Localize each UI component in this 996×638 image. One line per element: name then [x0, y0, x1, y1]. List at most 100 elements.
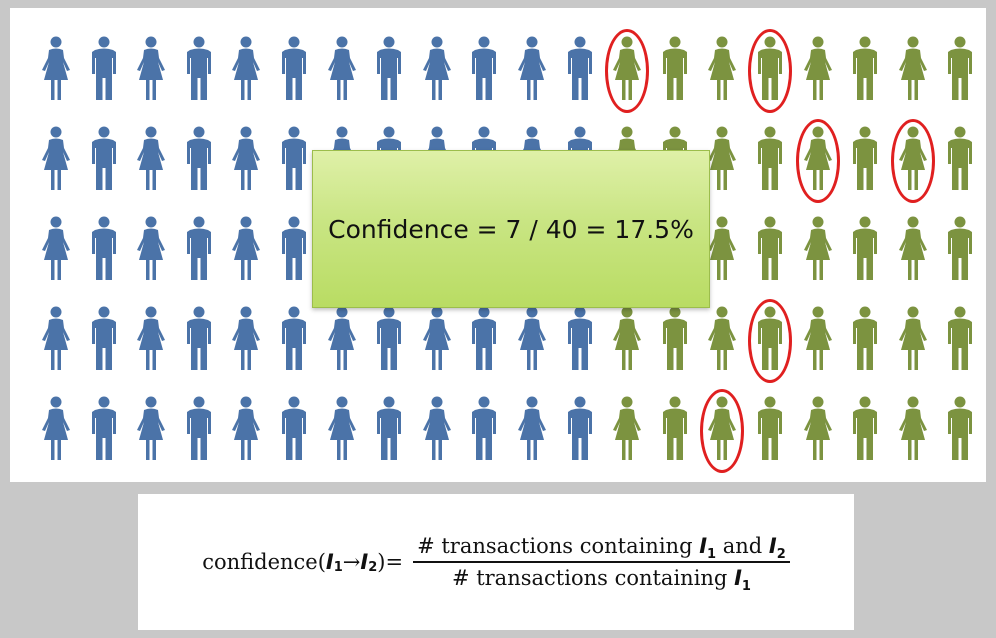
- male-person-icon: [848, 216, 882, 288]
- female-person-icon: [420, 36, 454, 108]
- female-person-icon: [325, 36, 359, 108]
- highlight-ring: [700, 389, 745, 473]
- male-person-icon: [277, 396, 311, 468]
- female-person-icon: [39, 36, 73, 108]
- female-person-icon: [801, 306, 835, 378]
- formula-fraction-bar: [413, 561, 790, 563]
- formula-num-var1: I: [699, 534, 708, 559]
- male-person-icon: [277, 126, 311, 198]
- highlight-ring: [605, 29, 650, 113]
- male-person-icon: [87, 396, 121, 468]
- male-person-icon: [943, 36, 977, 108]
- male-person-icon: [277, 306, 311, 378]
- male-person-icon: [943, 216, 977, 288]
- female-person-icon: [39, 216, 73, 288]
- male-person-icon: [658, 36, 692, 108]
- formula-lhs-var1: I: [325, 550, 334, 574]
- highlight-ring: [748, 299, 792, 383]
- formula-den-var: I: [734, 565, 742, 590]
- formula-panel: confidence(I 1 → I 2) = # transactions con…: [138, 494, 854, 630]
- female-person-icon: [420, 306, 454, 378]
- female-person-icon: [896, 36, 930, 108]
- male-person-icon: [182, 126, 216, 198]
- female-person-icon: [801, 216, 835, 288]
- formula-lhs-name: confidence(: [202, 550, 326, 574]
- female-person-icon: [515, 306, 549, 378]
- male-person-icon: [182, 216, 216, 288]
- female-person-icon: [134, 36, 168, 108]
- formula-num-text: # transactions containing: [417, 534, 700, 559]
- female-person-icon: [610, 306, 644, 378]
- female-person-icon: [896, 216, 930, 288]
- confidence-callout-text: Confidence = 7 / 40 = 17.5%: [328, 214, 694, 244]
- female-person-icon: [39, 306, 73, 378]
- male-person-icon: [372, 396, 406, 468]
- confidence-callout: Confidence = 7 / 40 = 17.5%: [312, 150, 710, 308]
- female-person-icon: [134, 396, 168, 468]
- confidence-formula: confidence(I 1 → I 2) = # transactions con…: [202, 534, 790, 594]
- female-person-icon: [705, 306, 739, 378]
- formula-fraction: # transactions containing I1 and I2 # tr…: [413, 534, 790, 594]
- female-person-icon: [420, 396, 454, 468]
- formula-num-and: and: [716, 534, 769, 559]
- female-person-icon: [515, 36, 549, 108]
- female-person-icon: [610, 396, 644, 468]
- female-person-icon: [325, 396, 359, 468]
- female-person-icon: [705, 126, 739, 198]
- male-person-icon: [277, 36, 311, 108]
- highlight-ring: [748, 29, 792, 113]
- female-person-icon: [39, 126, 73, 198]
- female-person-icon: [705, 216, 739, 288]
- male-person-icon: [943, 126, 977, 198]
- female-person-icon: [229, 126, 263, 198]
- female-person-icon: [39, 396, 73, 468]
- highlight-ring: [890, 119, 935, 203]
- male-person-icon: [277, 216, 311, 288]
- female-person-icon: [229, 396, 263, 468]
- formula-den-sub: 1: [741, 578, 751, 594]
- male-person-icon: [87, 126, 121, 198]
- male-person-icon: [372, 306, 406, 378]
- formula-num-var2: I: [768, 534, 777, 559]
- female-person-icon: [801, 36, 835, 108]
- female-person-icon: [134, 126, 168, 198]
- formula-numerator: # transactions containing I1 and I2: [413, 534, 790, 562]
- formula-lhs-var2: I: [360, 550, 369, 574]
- male-person-icon: [658, 306, 692, 378]
- male-person-icon: [87, 36, 121, 108]
- female-person-icon: [229, 36, 263, 108]
- formula-denominator: # transactions containing I1: [448, 565, 755, 594]
- male-person-icon: [848, 396, 882, 468]
- male-person-icon: [372, 36, 406, 108]
- female-person-icon: [229, 216, 263, 288]
- male-person-icon: [658, 396, 692, 468]
- male-person-icon: [848, 126, 882, 198]
- people-grid-panel: Confidence = 7 / 40 = 17.5%: [10, 8, 986, 482]
- formula-lhs-sub2: 2: [368, 559, 378, 575]
- male-person-icon: [753, 396, 787, 468]
- female-person-icon: [325, 306, 359, 378]
- male-person-icon: [467, 396, 501, 468]
- formula-num-sub2: 2: [776, 547, 786, 563]
- male-person-icon: [563, 306, 597, 378]
- male-person-icon: [182, 36, 216, 108]
- female-person-icon: [705, 36, 739, 108]
- male-person-icon: [87, 216, 121, 288]
- male-person-icon: [467, 36, 501, 108]
- female-person-icon: [134, 216, 168, 288]
- female-person-icon: [896, 396, 930, 468]
- male-person-icon: [563, 36, 597, 108]
- highlight-ring: [795, 119, 840, 203]
- female-person-icon: [801, 396, 835, 468]
- formula-lhs-close: ): [377, 550, 386, 574]
- male-person-icon: [87, 306, 121, 378]
- male-person-icon: [467, 306, 501, 378]
- male-person-icon: [848, 306, 882, 378]
- male-person-icon: [753, 216, 787, 288]
- female-person-icon: [134, 306, 168, 378]
- formula-arrow: →: [342, 550, 361, 574]
- male-person-icon: [848, 36, 882, 108]
- male-person-icon: [182, 306, 216, 378]
- female-person-icon: [515, 396, 549, 468]
- female-person-icon: [229, 306, 263, 378]
